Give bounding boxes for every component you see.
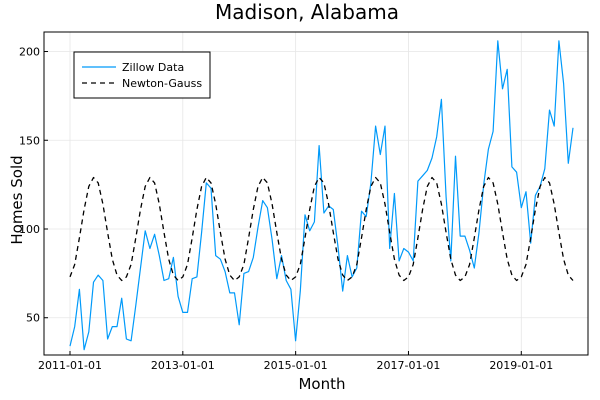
chart-title: Madison, Alabama — [215, 0, 399, 24]
tick-layer: 50 100 150 200 2011-01-01 2013-01-01 2015-01-0… — [19, 46, 553, 372]
y-tick-label: 100 — [19, 223, 40, 236]
legend-label-zillow: Zillow Data — [122, 61, 184, 74]
y-tick-label: 150 — [19, 134, 40, 147]
legend: Zillow Data Newton-Gauss — [73, 51, 211, 99]
x-axis-label: Month — [298, 375, 345, 393]
y-tick-label: 200 — [19, 46, 40, 59]
x-tick-label: 2017-01-01 — [376, 359, 440, 372]
series-layer — [69, 40, 574, 351]
x-tick-label: 2019-01-01 — [489, 359, 553, 372]
x-tick-label: 2013-01-01 — [151, 359, 215, 372]
y-axis-label: Homes Sold — [8, 155, 26, 244]
plot-frame — [43, 31, 589, 356]
series-line-newton-gauss — [69, 176, 574, 282]
legend-label-newton-gauss: Newton-Gauss — [122, 77, 202, 90]
x-tick-label: 2015-01-01 — [264, 359, 328, 372]
legend-box — [73, 51, 211, 99]
y-tick-label: 50 — [26, 312, 40, 325]
x-tick-label: 2011-01-01 — [38, 359, 102, 372]
